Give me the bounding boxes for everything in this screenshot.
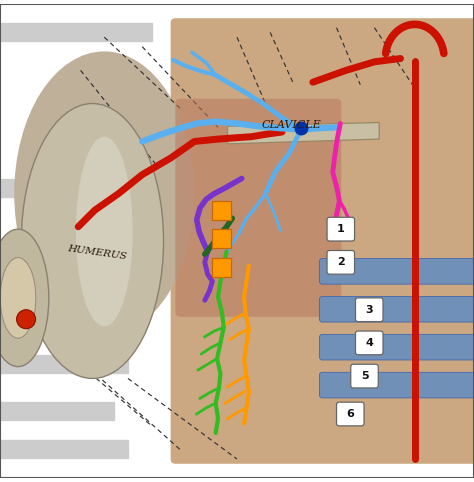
Text: CLAVICLE: CLAVICLE [262,120,321,130]
FancyBboxPatch shape [337,402,364,426]
FancyBboxPatch shape [319,258,474,284]
FancyBboxPatch shape [319,372,474,398]
Bar [0,440,128,458]
FancyBboxPatch shape [327,251,355,274]
Text: HUMERUS: HUMERUS [67,244,128,261]
FancyBboxPatch shape [319,335,474,360]
Text: 2: 2 [337,257,345,268]
FancyBboxPatch shape [171,18,474,464]
Ellipse shape [0,257,36,338]
Bar [212,229,231,248]
Ellipse shape [76,137,133,326]
FancyBboxPatch shape [319,296,474,322]
Text: 1: 1 [337,224,345,234]
FancyBboxPatch shape [356,298,383,321]
FancyBboxPatch shape [175,99,341,317]
FancyBboxPatch shape [327,217,355,241]
Bar [0,23,152,41]
Circle shape [17,310,36,329]
Text: 3: 3 [365,305,373,315]
Bar [0,355,128,373]
Bar [212,257,231,277]
Ellipse shape [14,52,194,336]
Polygon shape [228,122,379,144]
Bar [212,201,231,220]
Bar [0,402,114,420]
FancyBboxPatch shape [351,364,378,388]
Ellipse shape [0,229,49,367]
Text: 5: 5 [361,371,368,381]
Ellipse shape [21,104,164,378]
FancyBboxPatch shape [356,331,383,355]
Text: 6: 6 [346,409,354,419]
Bar [0,179,62,198]
Text: 4: 4 [365,338,373,348]
